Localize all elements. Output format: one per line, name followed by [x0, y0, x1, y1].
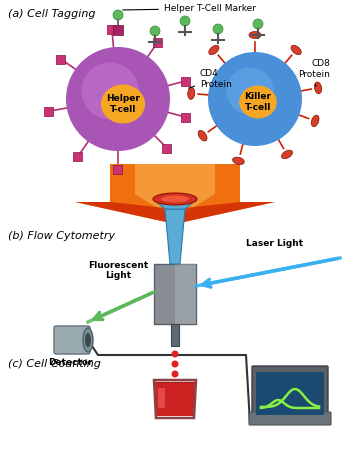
Circle shape [66, 47, 170, 151]
Polygon shape [135, 164, 215, 219]
Ellipse shape [209, 45, 219, 55]
Circle shape [150, 26, 160, 36]
Ellipse shape [101, 84, 145, 123]
Polygon shape [165, 209, 185, 264]
FancyBboxPatch shape [113, 165, 122, 174]
FancyBboxPatch shape [154, 264, 196, 324]
Text: Laser Light: Laser Light [246, 239, 303, 248]
Text: Fluorescent
Light: Fluorescent Light [88, 261, 148, 280]
FancyBboxPatch shape [162, 144, 172, 153]
FancyBboxPatch shape [171, 324, 179, 346]
FancyBboxPatch shape [56, 55, 65, 64]
Ellipse shape [85, 333, 91, 347]
Ellipse shape [311, 115, 319, 127]
Text: Helper
T-cell: Helper T-cell [106, 94, 140, 113]
Circle shape [113, 10, 123, 20]
Circle shape [180, 16, 190, 26]
FancyBboxPatch shape [153, 38, 162, 46]
Text: (c) Cell Counting: (c) Cell Counting [8, 359, 101, 369]
Ellipse shape [232, 157, 244, 165]
Circle shape [172, 350, 178, 357]
FancyBboxPatch shape [175, 264, 196, 324]
Ellipse shape [161, 196, 189, 203]
FancyBboxPatch shape [252, 366, 328, 420]
Text: (a) Cell Tagging: (a) Cell Tagging [8, 9, 96, 19]
Ellipse shape [153, 193, 197, 205]
Ellipse shape [314, 82, 322, 94]
Polygon shape [75, 202, 275, 224]
Text: (b) Flow Cytometry: (b) Flow Cytometry [8, 231, 115, 241]
Circle shape [253, 19, 263, 29]
FancyBboxPatch shape [73, 152, 82, 161]
FancyBboxPatch shape [256, 372, 324, 415]
FancyBboxPatch shape [44, 107, 53, 116]
Text: Helper T-Cell Marker: Helper T-Cell Marker [123, 4, 256, 13]
Polygon shape [153, 199, 197, 209]
Ellipse shape [249, 31, 261, 38]
Text: Detector: Detector [48, 358, 92, 367]
Polygon shape [155, 382, 195, 416]
Text: CD8
Protein: CD8 Protein [298, 59, 330, 86]
Circle shape [208, 52, 302, 146]
FancyBboxPatch shape [181, 113, 190, 122]
Circle shape [82, 62, 139, 120]
Ellipse shape [83, 328, 93, 352]
Circle shape [172, 371, 178, 378]
FancyBboxPatch shape [158, 388, 165, 408]
Ellipse shape [198, 130, 207, 141]
Circle shape [213, 24, 223, 34]
Ellipse shape [188, 87, 195, 99]
Ellipse shape [239, 85, 277, 119]
FancyBboxPatch shape [107, 25, 116, 34]
Ellipse shape [281, 150, 293, 159]
Ellipse shape [291, 45, 301, 55]
FancyBboxPatch shape [54, 326, 90, 354]
Polygon shape [75, 164, 275, 224]
FancyBboxPatch shape [113, 25, 123, 35]
Circle shape [172, 361, 178, 368]
Text: CD4
Protein: CD4 Protein [189, 69, 232, 89]
FancyBboxPatch shape [249, 412, 331, 425]
Text: Killer
T-cell: Killer T-cell [245, 92, 272, 112]
Circle shape [226, 68, 273, 114]
Polygon shape [154, 380, 196, 418]
FancyBboxPatch shape [181, 77, 190, 86]
